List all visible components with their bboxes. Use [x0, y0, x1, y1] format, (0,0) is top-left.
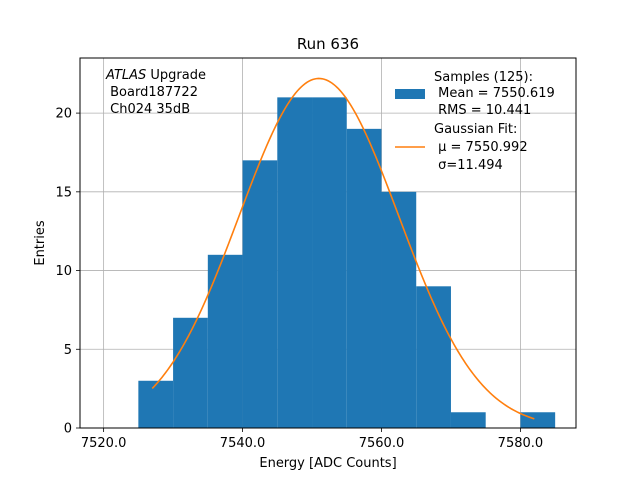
y-tick-label: 0	[64, 422, 72, 437]
histogram-bar	[207, 254, 243, 428]
histogram-bar	[346, 128, 382, 428]
legend-samples-rms: RMS = 10.441	[434, 103, 531, 118]
x-axis-ticks: 7520.0 7540.0 7560.0 7580.0	[81, 428, 543, 451]
legend-samples-mean: Mean = 7550.619	[434, 86, 555, 101]
y-tick-label: 10	[55, 264, 72, 279]
gaussian-fit-line	[151, 77, 535, 420]
annotation-line-3: Ch024 35dB	[106, 102, 190, 117]
histogram-bar	[173, 317, 208, 428]
legend-samples-swatch	[395, 89, 425, 99]
y-axis-label: Entries	[33, 220, 48, 266]
gaussian-fit	[151, 77, 535, 420]
histogram-bar	[312, 97, 347, 429]
y-axis-ticks: 0 5 10 15 20	[55, 107, 80, 437]
y-tick-label: 5	[64, 343, 72, 358]
annotation-upgrade: Upgrade	[146, 68, 206, 83]
annotation-atlas: ATLAS	[105, 68, 146, 83]
annotation-line-1: ATLAS Upgrade	[105, 68, 206, 83]
legend-fit-title: Gaussian Fit:	[434, 122, 517, 137]
x-tick-label: 7580.0	[498, 436, 544, 451]
histogram-bar	[450, 412, 486, 428]
plot-area-frame	[79, 57, 577, 429]
x-tick-label: 7540.0	[220, 436, 266, 451]
histogram-bar	[520, 412, 556, 428]
x-tick-label: 7560.0	[359, 436, 405, 451]
histogram-bar	[138, 380, 174, 428]
x-axis-label: Energy [ADC Counts]	[259, 456, 396, 471]
histogram-bars	[138, 97, 556, 429]
legend: Samples (125): Mean = 7550.619 RMS = 10.…	[395, 70, 555, 173]
annotation-line-2: Board187722	[106, 85, 198, 100]
x-tick-label: 7520.0	[81, 436, 127, 451]
y-tick-label: 15	[55, 185, 72, 200]
histogram-bar	[381, 191, 417, 428]
histogram-bar	[242, 160, 278, 428]
y-tick-label: 20	[55, 107, 72, 122]
histogram-bar	[416, 286, 451, 428]
histogram-bar	[277, 97, 313, 429]
chart-title: Run 636	[297, 35, 359, 53]
legend-fit-sigma: σ=11.494	[434, 158, 503, 173]
atlas-annotation: ATLAS Upgrade Board187722 Ch024 35dB	[105, 68, 206, 117]
legend-fit-mu: μ = 7550.992	[434, 140, 528, 155]
legend-samples-title: Samples (125):	[434, 70, 533, 85]
